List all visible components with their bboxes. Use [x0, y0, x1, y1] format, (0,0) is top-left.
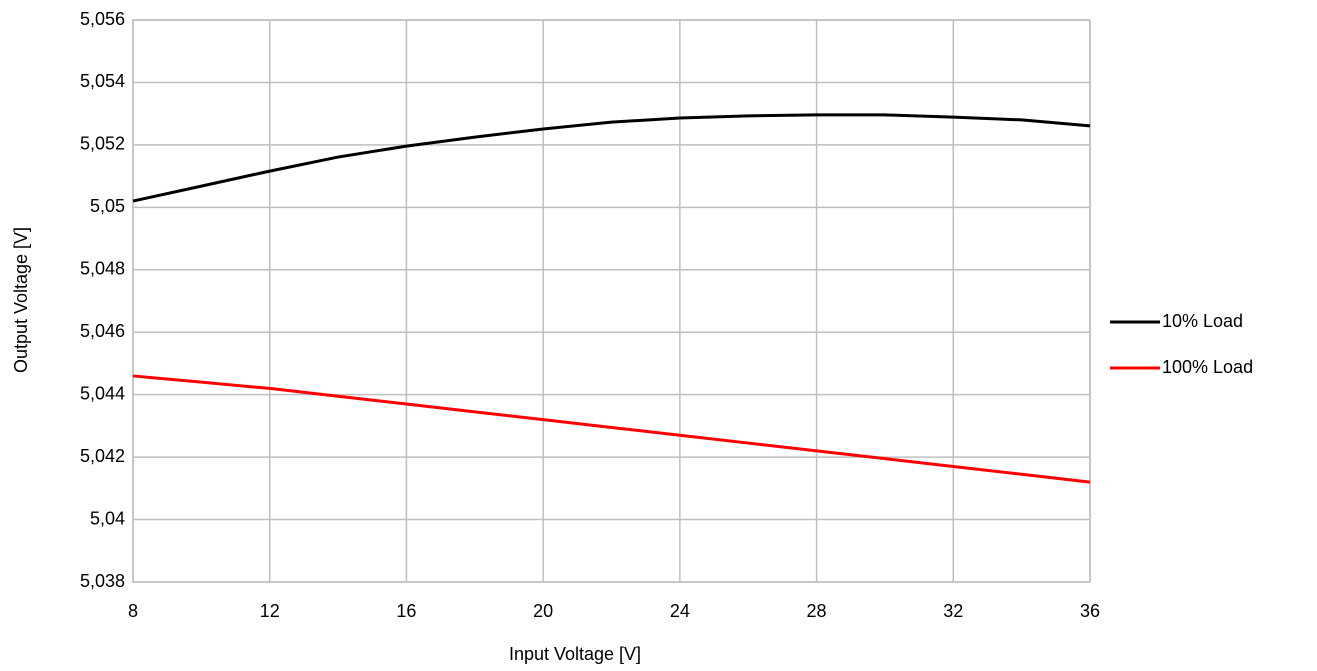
- x-tick-label: 32: [943, 601, 963, 621]
- x-tick-label: 20: [533, 601, 553, 621]
- y-tick-label: 5,046: [80, 321, 125, 341]
- x-tick-label: 24: [670, 601, 690, 621]
- y-tick-label: 5,048: [80, 259, 125, 279]
- x-tick-label: 16: [396, 601, 416, 621]
- y-tick-label: 5,05: [90, 196, 125, 216]
- y-tick-label: 5,042: [80, 446, 125, 466]
- y-axis-title: Output Voltage [V]: [11, 227, 31, 373]
- plot-frame: [132, 19, 1091, 583]
- y-tick-label: 5,054: [80, 71, 125, 91]
- y-tick-label: 5,052: [80, 134, 125, 154]
- y-tick-label: 5,04: [90, 508, 125, 528]
- series-line: [132, 113, 1091, 203]
- x-axis-title: Input Voltage [V]: [509, 644, 641, 664]
- legend-label: 100% Load: [1162, 357, 1253, 377]
- x-tick-label: 28: [807, 601, 827, 621]
- x-tick-label: 8: [128, 601, 138, 621]
- y-tick-label: 5,056: [80, 9, 125, 29]
- legend-label: 10% Load: [1162, 311, 1243, 331]
- x-tick-label: 36: [1080, 601, 1100, 621]
- x-tick-label: 12: [260, 601, 280, 621]
- y-tick-label: 5,044: [80, 383, 125, 403]
- series-line: [132, 374, 1091, 484]
- y-tick-label: 5,038: [80, 571, 125, 591]
